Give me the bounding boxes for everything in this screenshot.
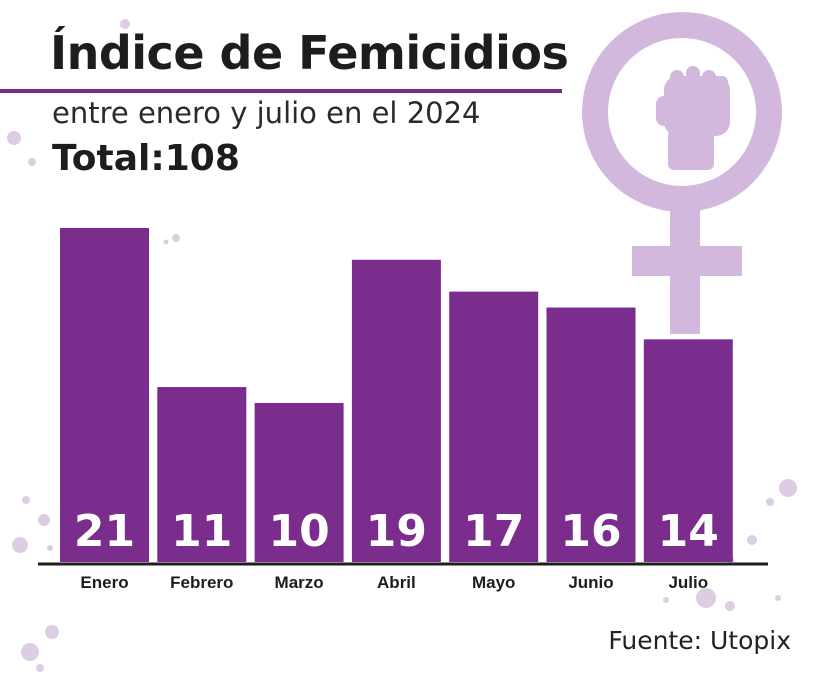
chart-title: Índice de Femicidios xyxy=(50,26,569,80)
bar-junio xyxy=(546,307,636,562)
chart-subtitle: entre enero y julio en el 2024 xyxy=(52,96,481,130)
paint-splash-decoration xyxy=(7,19,797,672)
venus-fist-icon xyxy=(582,12,782,334)
bar-value-label: 19 xyxy=(366,506,427,557)
x-tick-label: Junio xyxy=(568,573,613,592)
x-tick-label: Mayo xyxy=(472,573,515,592)
x-tick-label: Marzo xyxy=(275,573,324,592)
bar-julio xyxy=(643,339,733,562)
x-tick-label: Julio xyxy=(668,573,708,592)
bar-value-label: 10 xyxy=(268,506,329,557)
bar-value-label: 14 xyxy=(658,506,719,557)
bar-febrero xyxy=(157,387,247,562)
bar-mayo xyxy=(449,291,539,562)
bar-value-label: 21 xyxy=(74,506,135,557)
title-divider xyxy=(0,89,562,93)
bar-value-label: 16 xyxy=(560,506,621,557)
bar-abril xyxy=(351,259,441,562)
total-count: Total:108 xyxy=(52,138,240,179)
bar-value-label: 17 xyxy=(463,506,524,557)
source-credit: Fuente: Utopix xyxy=(608,626,791,655)
bar-marzo xyxy=(254,402,344,562)
bar-value-label: 11 xyxy=(171,506,232,557)
x-tick-label: Enero xyxy=(80,573,128,592)
x-tick-label: Abril xyxy=(377,573,416,592)
x-tick-label: Febrero xyxy=(170,573,233,592)
bar-enero xyxy=(60,228,149,562)
